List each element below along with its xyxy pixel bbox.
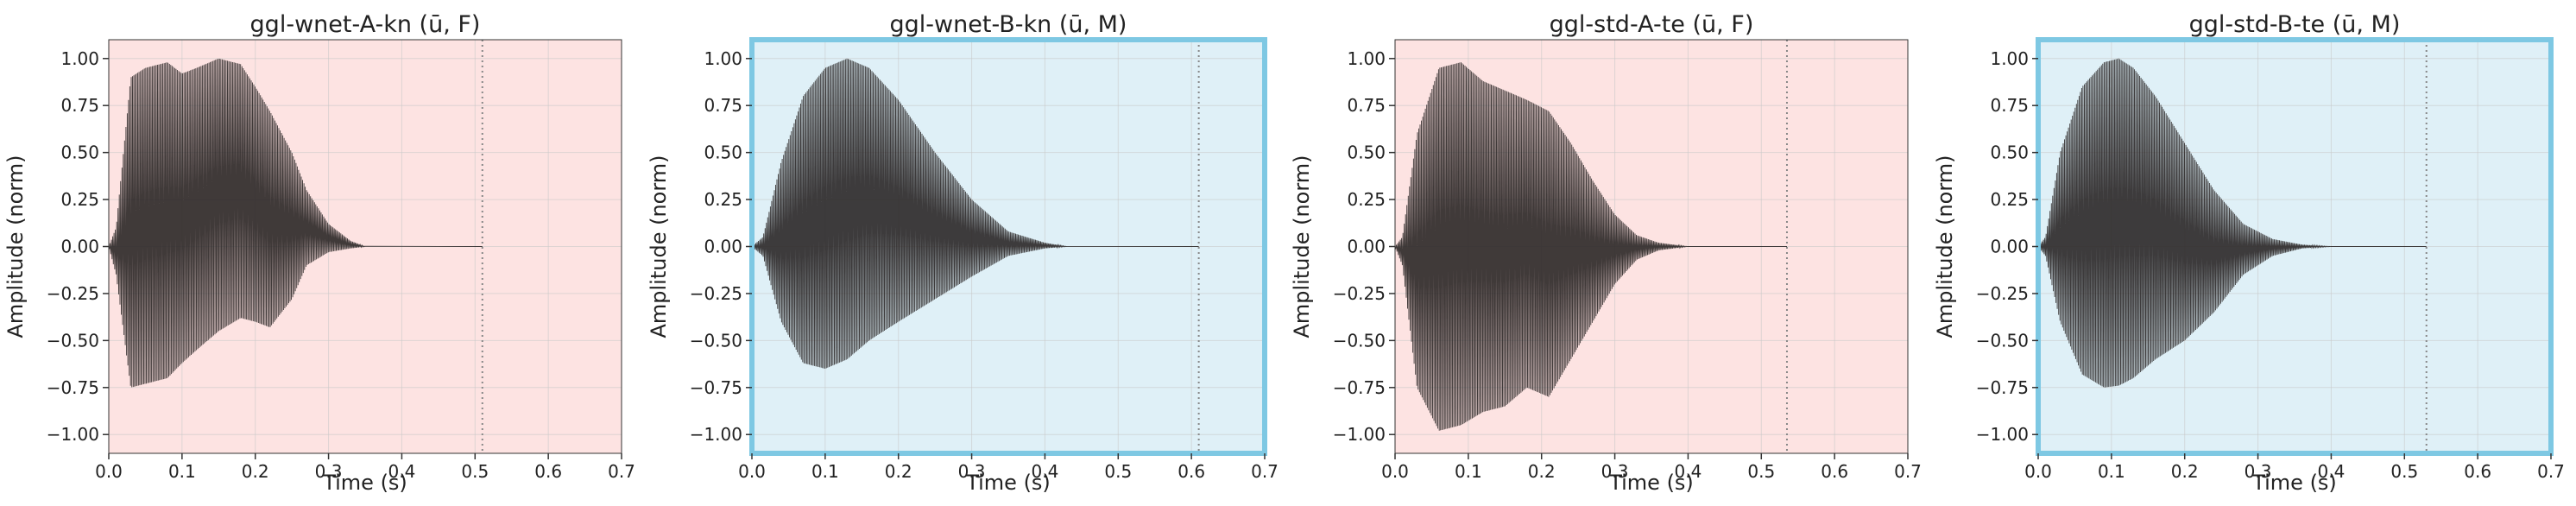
x-axis-label: Time (s) bbox=[965, 471, 1051, 495]
y-tick-label: −0.25 bbox=[47, 283, 99, 304]
y-tick-label: 0.50 bbox=[704, 142, 742, 163]
y-tick-label: −0.50 bbox=[1333, 330, 1386, 351]
y-tick-label: 0.75 bbox=[1347, 95, 1386, 116]
x-tick-label: 0.4 bbox=[1675, 461, 1702, 482]
y-tick-label: −0.50 bbox=[47, 330, 99, 351]
y-tick-label: 0.25 bbox=[1347, 189, 1386, 210]
y-tick-label: 0.50 bbox=[1347, 142, 1386, 163]
y-tick-label: −0.75 bbox=[1333, 377, 1386, 398]
x-tick-label: 0.3 bbox=[958, 461, 986, 482]
x-tick-label: 0.2 bbox=[242, 461, 269, 482]
y-axis-label: Amplitude (norm) bbox=[647, 155, 671, 338]
y-axis-label: Amplitude (norm) bbox=[1290, 155, 1314, 338]
x-tick-label: 0.1 bbox=[2098, 461, 2125, 482]
y-tick-label: −0.75 bbox=[47, 377, 99, 398]
y-tick-label: −1.00 bbox=[1333, 424, 1386, 445]
x-tick-label: 0.7 bbox=[1894, 461, 1922, 482]
x-tick-label: 0.3 bbox=[1601, 461, 1629, 482]
x-tick-label: 0.6 bbox=[534, 461, 562, 482]
x-tick-label: 0.1 bbox=[168, 461, 196, 482]
waveform-trace bbox=[751, 58, 1199, 370]
y-tick-label: −0.75 bbox=[1976, 377, 2029, 398]
y-tick-label: 0.25 bbox=[704, 189, 742, 210]
y-tick-label: 0.00 bbox=[60, 237, 99, 257]
y-tick-label: 0.50 bbox=[60, 142, 99, 163]
y-tick-label: 0.25 bbox=[1990, 189, 2029, 210]
y-tick-label: −0.75 bbox=[690, 377, 742, 398]
y-tick-label: −1.00 bbox=[47, 424, 99, 445]
x-tick-label: 0.4 bbox=[388, 461, 416, 482]
subplot-title: ggl-std-B-te (ū, M) bbox=[2189, 11, 2401, 38]
x-tick-label: 0.7 bbox=[1251, 461, 1279, 482]
x-tick-label: 0.2 bbox=[1528, 461, 1556, 482]
y-tick-label: −1.00 bbox=[1976, 424, 2029, 445]
y-tick-label: 0.75 bbox=[60, 95, 99, 116]
x-tick-label: 0.4 bbox=[2318, 461, 2346, 482]
y-tick-label: 0.00 bbox=[704, 237, 742, 257]
x-tick-label: 0.6 bbox=[2464, 461, 2491, 482]
y-axis-label: Amplitude (norm) bbox=[3, 155, 28, 338]
subplot-4: 0.0 0.1 0.2 0.3 0.4 0.5 0.6 0.7 1.00 0.75 0.50 0.25… bbox=[1933, 11, 2565, 495]
y-axis-label: Amplitude (norm) bbox=[1933, 155, 1957, 338]
y-tick-label: −0.50 bbox=[1976, 330, 2029, 351]
subplot-title: ggl-std-A-te (ū, F) bbox=[1550, 11, 1754, 38]
subplot-title: ggl-wnet-A-kn (ū, F) bbox=[250, 11, 481, 38]
y-tick-label: 0.75 bbox=[1990, 95, 2029, 116]
y-tick-label: −0.50 bbox=[690, 330, 742, 351]
y-tick-label: 1.00 bbox=[704, 48, 742, 69]
x-tick-label: 0.0 bbox=[1381, 461, 1409, 482]
x-tick-label: 0.7 bbox=[2537, 461, 2565, 482]
x-axis-label: Time (s) bbox=[1608, 471, 1694, 495]
x-tick-label: 0.5 bbox=[1104, 461, 1132, 482]
subplot-2: 0.0 0.1 0.2 0.3 0.4 0.5 0.6 0.7 1.00 0.75 0.50 0.25… bbox=[647, 11, 1279, 495]
x-tick-label: 0.7 bbox=[608, 461, 635, 482]
y-tick-label: −0.25 bbox=[1333, 283, 1386, 304]
waveform-trace bbox=[108, 58, 483, 388]
waveform-trace bbox=[2037, 58, 2427, 388]
x-tick-label: 0.4 bbox=[1032, 461, 1059, 482]
y-tick-label: 0.25 bbox=[60, 189, 99, 210]
x-tick-label: 0.6 bbox=[1821, 461, 1848, 482]
y-tick-label: 0.50 bbox=[1990, 142, 2029, 163]
x-tick-label: 0.6 bbox=[1178, 461, 1205, 482]
x-tick-label: 0.0 bbox=[95, 461, 123, 482]
waveform-trace bbox=[1394, 62, 1787, 431]
y-tick-label: 1.00 bbox=[1347, 48, 1386, 69]
x-tick-label: 0.5 bbox=[1747, 461, 1775, 482]
y-tick-label: −0.25 bbox=[690, 283, 742, 304]
x-tick-label: 0.3 bbox=[315, 461, 343, 482]
x-tick-label: 0.0 bbox=[2024, 461, 2052, 482]
y-tick-label: −0.25 bbox=[1976, 283, 2029, 304]
subplot-3: 0.0 0.1 0.2 0.3 0.4 0.5 0.6 0.7 1.00 0.75 0.50 0.25… bbox=[1290, 11, 1922, 495]
x-tick-label: 0.5 bbox=[461, 461, 489, 482]
x-tick-label: 0.0 bbox=[738, 461, 766, 482]
subplot-1: 0.0 0.1 0.2 0.3 0.4 0.5 0.6 0.7 1.00 0.75 0.50 0.25… bbox=[3, 11, 635, 495]
x-axis-label: Time (s) bbox=[2251, 471, 2337, 495]
y-tick-label: 0.00 bbox=[1347, 237, 1386, 257]
subplot-title: ggl-wnet-B-kn (ū, M) bbox=[890, 11, 1127, 38]
x-tick-label: 0.3 bbox=[2245, 461, 2272, 482]
x-tick-label: 0.2 bbox=[2171, 461, 2199, 482]
x-tick-label: 0.1 bbox=[811, 461, 839, 482]
x-axis-label: Time (s) bbox=[322, 471, 407, 495]
x-tick-label: 0.5 bbox=[2390, 461, 2418, 482]
x-tick-label: 0.2 bbox=[885, 461, 912, 482]
y-tick-label: 0.00 bbox=[1990, 237, 2029, 257]
y-tick-label: 0.75 bbox=[704, 95, 742, 116]
y-tick-label: 1.00 bbox=[1990, 48, 2029, 69]
y-tick-label: −1.00 bbox=[690, 424, 742, 445]
x-tick-label: 0.1 bbox=[1455, 461, 1482, 482]
y-tick-label: 1.00 bbox=[60, 48, 99, 69]
